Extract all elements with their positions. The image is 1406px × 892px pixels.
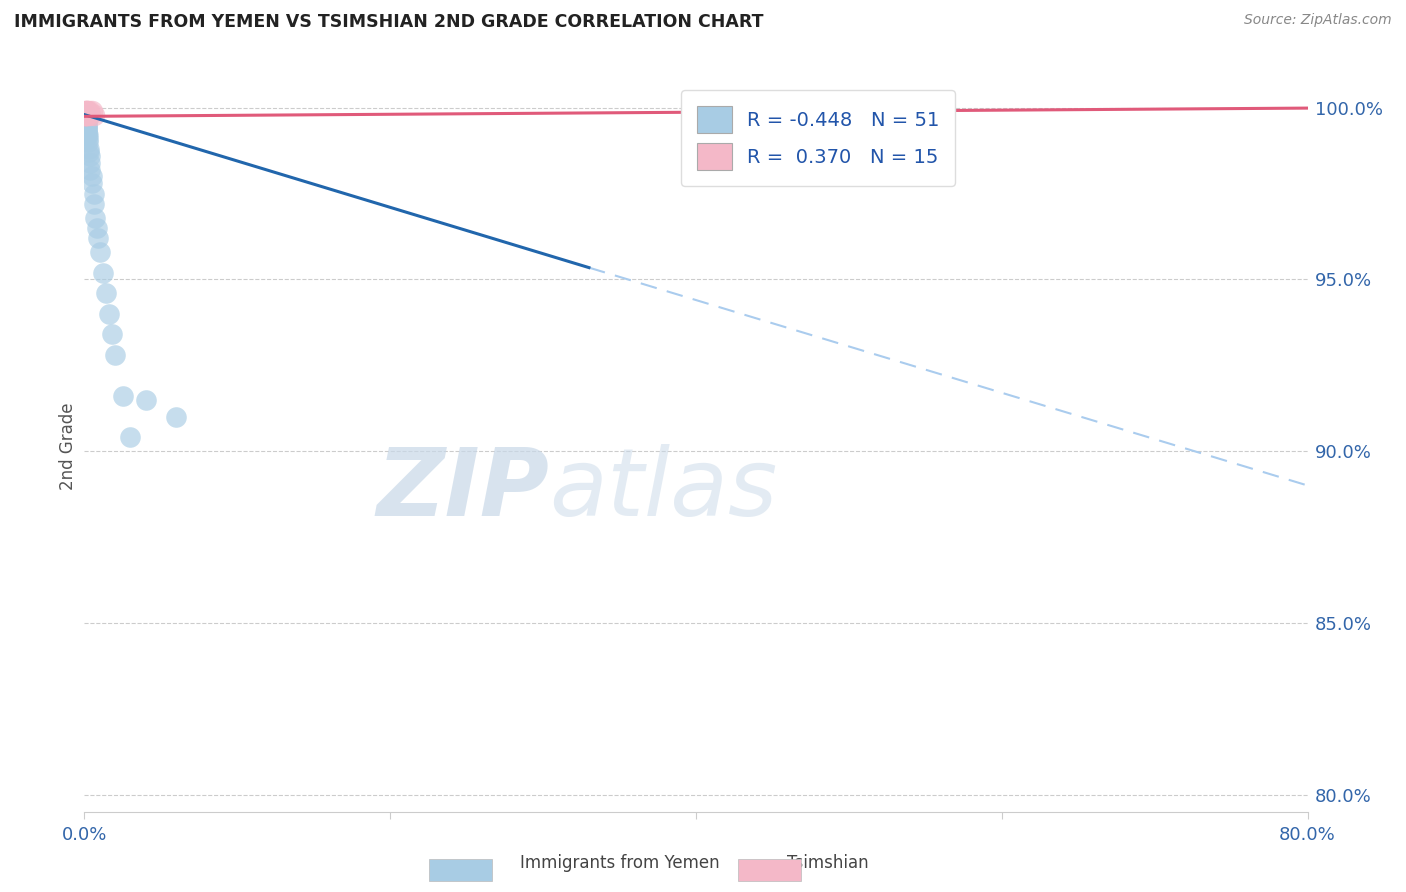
Point [91, 266, 114, 280]
Point [94, 286, 117, 301]
Point [76, 128, 98, 143]
Point [75, 111, 97, 125]
Point [80, 104, 103, 119]
Point [77, 142, 100, 156]
Point [75, 107, 97, 121]
Point [120, 430, 142, 444]
Point [75, 111, 97, 125]
Point [76, 107, 98, 121]
Point [77, 104, 100, 119]
Point [75, 111, 97, 125]
Text: ZIP: ZIP [377, 444, 550, 536]
Point [111, 389, 134, 403]
Point [79, 149, 101, 163]
Point [75, 118, 97, 132]
Point [86, 221, 108, 235]
Point [97, 307, 120, 321]
Point [76, 104, 98, 119]
Point [75, 118, 97, 132]
Point [75, 107, 97, 121]
Text: Source: ZipAtlas.com: Source: ZipAtlas.com [1244, 13, 1392, 28]
Point [165, 409, 187, 424]
Point [104, 348, 127, 362]
Point [77, 135, 100, 149]
Text: atlas: atlas [550, 444, 778, 535]
Point [869, 103, 891, 117]
Point [76, 104, 98, 119]
Point [76, 125, 98, 139]
Point [83, 197, 105, 211]
Point [75, 114, 97, 128]
Point [75, 107, 97, 121]
Point [75, 107, 97, 121]
Point [75, 111, 97, 125]
Point [75, 107, 97, 121]
Point [75, 114, 97, 128]
Point [75, 114, 97, 128]
Point [75, 107, 97, 121]
Point [79, 107, 101, 121]
Point [83, 107, 105, 121]
Text: IMMIGRANTS FROM YEMEN VS TSIMSHIAN 2ND GRADE CORRELATION CHART: IMMIGRANTS FROM YEMEN VS TSIMSHIAN 2ND G… [14, 13, 763, 31]
Point [73, 107, 96, 121]
Point [75, 104, 97, 119]
Point [75, 107, 97, 121]
Point [76, 118, 98, 132]
Point [79, 155, 101, 169]
Y-axis label: 2nd Grade: 2nd Grade [59, 402, 77, 490]
Point [75, 121, 97, 136]
Point [83, 186, 105, 201]
Point [75, 104, 97, 119]
Text: Immigrants from Yemen: Immigrants from Yemen [520, 855, 720, 872]
Point [76, 125, 98, 139]
Point [77, 107, 100, 121]
Point [79, 162, 101, 177]
Point [76, 118, 98, 132]
Point [76, 121, 98, 136]
Point [75, 107, 97, 121]
Point [84, 211, 107, 225]
Point [101, 327, 124, 342]
Point [76, 121, 98, 136]
Point [77, 145, 100, 160]
Point [89, 244, 111, 259]
Legend: R = -0.448   N = 51, R =  0.370   N = 15: R = -0.448 N = 51, R = 0.370 N = 15 [682, 90, 955, 186]
Point [76, 128, 98, 143]
Point [80, 169, 103, 184]
Point [75, 114, 97, 128]
Point [898, 103, 921, 117]
Point [135, 392, 157, 407]
Point [75, 111, 97, 125]
Point [76, 114, 98, 128]
Point [87, 231, 110, 245]
Point [75, 111, 97, 125]
Text: Tsimshian: Tsimshian [787, 855, 869, 872]
Point [80, 176, 103, 190]
Point [75, 107, 97, 121]
Point [77, 131, 100, 145]
